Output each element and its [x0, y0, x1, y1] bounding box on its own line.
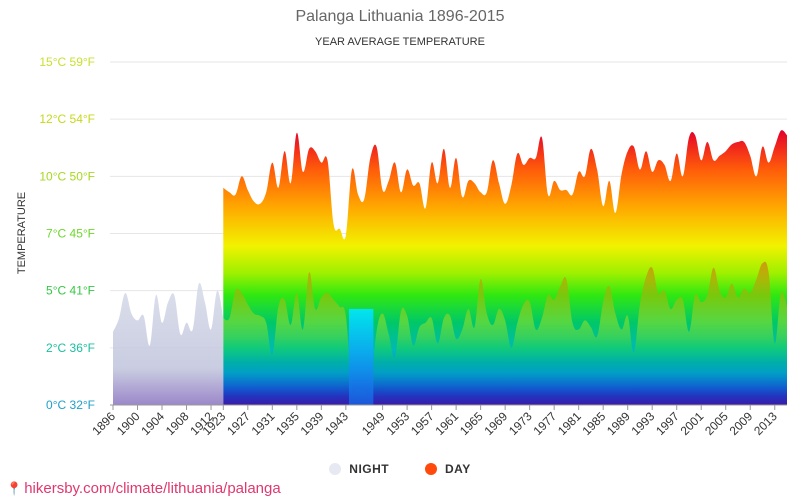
x-tick-label: 1900 [114, 409, 143, 438]
y-tick-label: 2°C 36°F [46, 341, 95, 355]
x-tick-label: 1904 [138, 409, 167, 438]
y-tick-label: 0°C 32°F [46, 398, 95, 412]
source-url: hikersby.com/climate/lithuania/palanga [24, 480, 281, 497]
x-tick-label: 1931 [249, 409, 278, 438]
x-tick-label: 1939 [298, 409, 327, 438]
x-tick-label: 1943 [322, 409, 351, 438]
x-tick-label: 1981 [555, 409, 584, 438]
x-tick-label: 1977 [531, 409, 560, 438]
x-tick-label: 1949 [359, 409, 388, 438]
x-tick-label: 1965 [457, 409, 486, 438]
source-link[interactable]: 📍 hikersby.com/climate/lithuania/palanga [6, 480, 281, 497]
legend-day-label: DAY [444, 462, 471, 476]
x-tick-label: 1896 [89, 409, 118, 438]
night-data-gap [348, 308, 374, 405]
x-tick-label: 1961 [432, 409, 461, 438]
y-axis: 0°C 32°F 2°C 36°F 5°C 41°F 7°C 45°F 10°C 50°… [39, 55, 95, 412]
x-axis: 1896190019041908191219231927193119351939… [89, 405, 780, 438]
legend-item-day[interactable]: DAY [424, 462, 471, 476]
y-tick-label: 15°C 59°F [39, 55, 95, 69]
x-tick-label: 1953 [383, 409, 412, 438]
x-tick-label: 1997 [653, 409, 682, 438]
day-legend-dot [424, 463, 437, 475]
y-tick-label: 5°C 41°F [46, 284, 95, 298]
temperature-chart: 0°C 32°F 2°C 36°F 5°C 41°F 7°C 45°F 10°C 50°… [16, 55, 788, 438]
legend-night-label: NIGHT [349, 462, 390, 476]
x-tick-label: 1957 [408, 409, 437, 438]
night-area-early [113, 282, 224, 405]
x-tick-label: 2005 [702, 409, 731, 438]
location-pin-icon: 📍 [6, 481, 23, 496]
x-tick-label: 1927 [224, 409, 253, 438]
x-tick-label: 2001 [678, 409, 707, 438]
y-tick-label: 10°C 50°F [39, 169, 95, 183]
legend-item-night[interactable]: NIGHT [329, 462, 389, 476]
x-tick-label: 2013 [751, 409, 780, 438]
night-legend-dot [329, 463, 342, 475]
y-tick-label: 7°C 45°F [46, 227, 95, 241]
chart-title: Palanga Lithuania 1896-2015 [295, 8, 505, 25]
x-tick-label: 1973 [506, 409, 535, 438]
x-tick-label: 1969 [481, 409, 510, 438]
x-tick-label: 1993 [629, 409, 658, 438]
chart-subtitle: YEAR AVERAGE TEMPERATURE [315, 36, 485, 48]
x-tick-label: 2009 [727, 409, 756, 438]
y-axis-title: TEMPERATURE [16, 192, 28, 274]
series-areas [113, 130, 788, 405]
x-tick-label: 1985 [580, 409, 609, 438]
x-tick-label: 1908 [163, 409, 192, 438]
y-tick-label: 12°C 54°F [39, 112, 95, 126]
x-tick-label: 1935 [273, 409, 302, 438]
night-area [223, 261, 788, 405]
x-tick-label: 1989 [604, 409, 633, 438]
legend: NIGHT DAY [0, 462, 800, 478]
